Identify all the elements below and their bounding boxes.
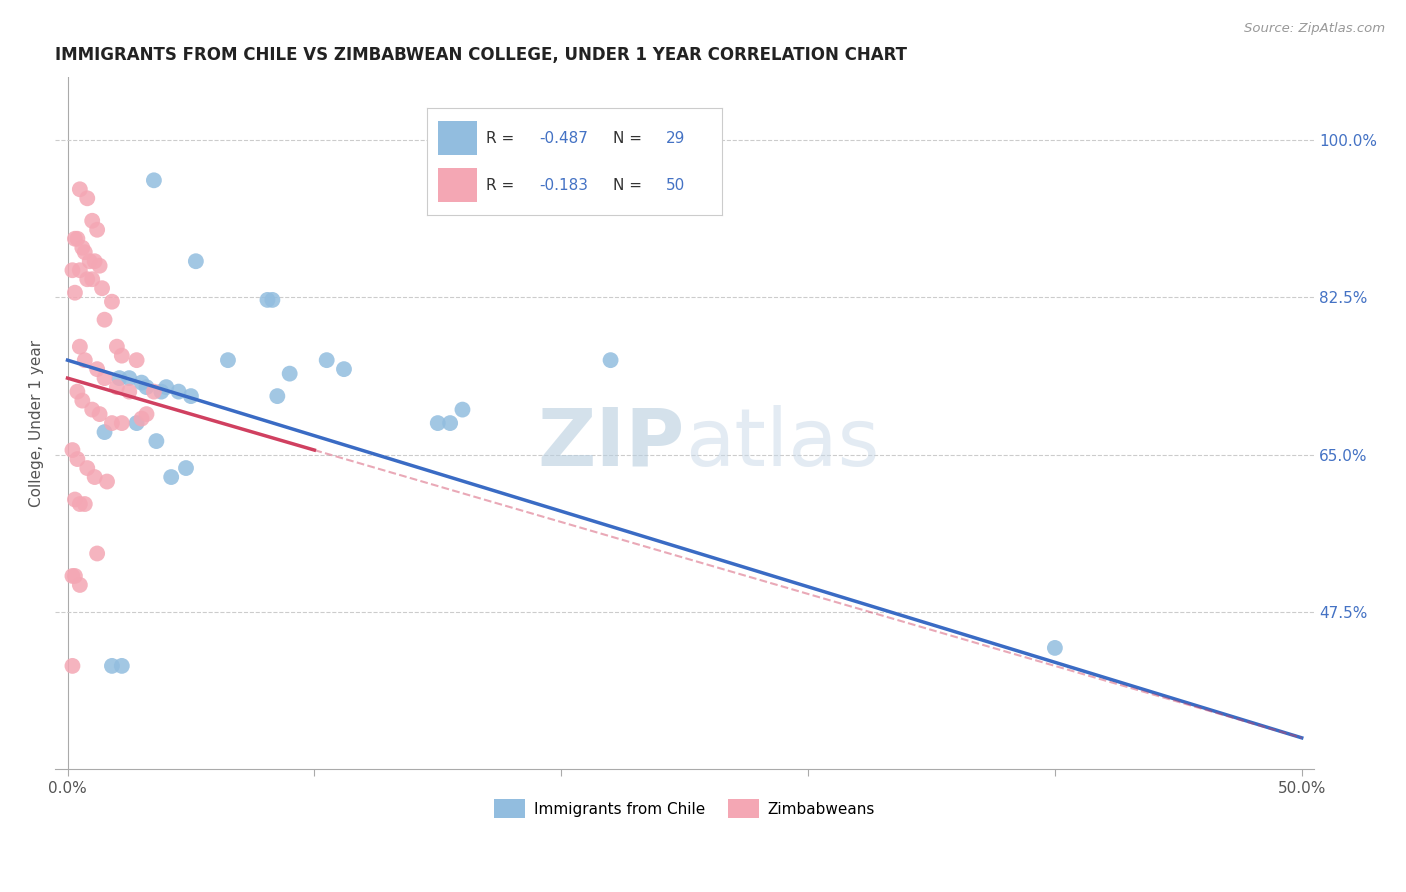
Point bbox=[63, 285, 86, 300]
Point bbox=[73, 353, 96, 368]
Y-axis label: College, Under 1 year: College, Under 1 year bbox=[30, 340, 44, 507]
Point bbox=[62, 263, 84, 277]
Point bbox=[256, 293, 278, 307]
Point bbox=[93, 425, 115, 439]
Point bbox=[82, 213, 104, 227]
Point bbox=[426, 416, 449, 430]
Text: atlas: atlas bbox=[685, 405, 879, 483]
Point bbox=[101, 294, 124, 309]
Point bbox=[66, 232, 89, 246]
Point bbox=[217, 353, 239, 368]
Point bbox=[69, 263, 91, 277]
Point bbox=[76, 191, 98, 205]
Point bbox=[66, 452, 89, 467]
Point bbox=[69, 497, 91, 511]
Point bbox=[184, 254, 207, 268]
Point bbox=[63, 232, 86, 246]
Point bbox=[89, 407, 111, 421]
Point bbox=[63, 492, 86, 507]
Point bbox=[180, 389, 202, 403]
Point bbox=[101, 659, 124, 673]
Text: Source: ZipAtlas.com: Source: ZipAtlas.com bbox=[1244, 22, 1385, 36]
Point bbox=[333, 362, 356, 376]
Point bbox=[125, 416, 148, 430]
Point bbox=[1043, 640, 1066, 655]
Point bbox=[142, 384, 165, 399]
Point bbox=[160, 470, 183, 484]
Point bbox=[266, 389, 288, 403]
Point bbox=[131, 411, 153, 425]
Point bbox=[145, 434, 167, 448]
Point bbox=[167, 384, 190, 399]
Point bbox=[91, 281, 114, 295]
Point bbox=[111, 349, 134, 363]
Point bbox=[111, 416, 134, 430]
Point bbox=[73, 497, 96, 511]
Point bbox=[62, 569, 84, 583]
Point bbox=[62, 659, 84, 673]
Point bbox=[150, 384, 173, 399]
Point bbox=[62, 443, 84, 458]
Point bbox=[86, 546, 108, 560]
Point bbox=[69, 340, 91, 354]
Point bbox=[105, 340, 128, 354]
Point bbox=[93, 312, 115, 326]
Point bbox=[105, 380, 128, 394]
Point bbox=[451, 402, 474, 417]
Point bbox=[93, 371, 115, 385]
Point bbox=[111, 659, 134, 673]
Point bbox=[315, 353, 337, 368]
Point bbox=[439, 416, 461, 430]
Point bbox=[66, 384, 89, 399]
Point bbox=[142, 173, 165, 187]
Point bbox=[72, 241, 94, 255]
Point bbox=[108, 371, 131, 385]
Point bbox=[69, 578, 91, 592]
Point bbox=[83, 254, 105, 268]
Point bbox=[82, 402, 104, 417]
Point bbox=[96, 475, 118, 489]
Point bbox=[125, 353, 148, 368]
Point bbox=[79, 254, 101, 268]
Point bbox=[101, 416, 124, 430]
Point bbox=[73, 245, 96, 260]
Point bbox=[118, 371, 141, 385]
Text: ZIP: ZIP bbox=[537, 405, 685, 483]
Point bbox=[174, 461, 197, 475]
Point bbox=[76, 461, 98, 475]
Point bbox=[76, 272, 98, 286]
Point bbox=[155, 380, 177, 394]
Point bbox=[278, 367, 301, 381]
Point bbox=[131, 376, 153, 390]
Point bbox=[82, 272, 104, 286]
Point bbox=[86, 223, 108, 237]
Text: IMMIGRANTS FROM CHILE VS ZIMBABWEAN COLLEGE, UNDER 1 YEAR CORRELATION CHART: IMMIGRANTS FROM CHILE VS ZIMBABWEAN COLL… bbox=[55, 46, 907, 64]
Point bbox=[72, 393, 94, 408]
Point bbox=[118, 384, 141, 399]
Point bbox=[89, 259, 111, 273]
Point bbox=[599, 353, 621, 368]
Point bbox=[83, 470, 105, 484]
Legend: Immigrants from Chile, Zimbabweans: Immigrants from Chile, Zimbabweans bbox=[488, 793, 882, 824]
Point bbox=[135, 407, 157, 421]
Point bbox=[63, 569, 86, 583]
Point bbox=[262, 293, 284, 307]
Point bbox=[135, 380, 157, 394]
Point bbox=[69, 182, 91, 196]
Point bbox=[86, 362, 108, 376]
